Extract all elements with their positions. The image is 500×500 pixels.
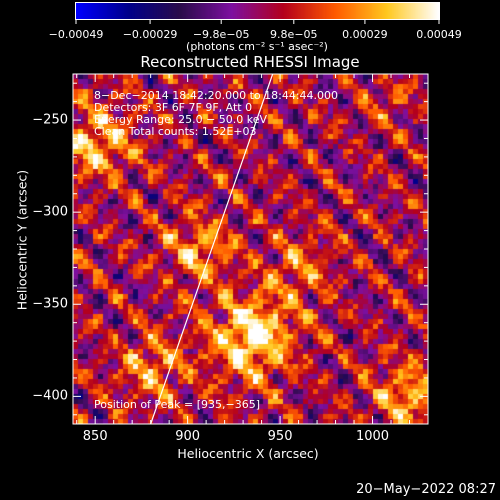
- annotation-time-range: 8−Dec−2014 18:42:20.000 to 18:44:44.000: [94, 89, 339, 102]
- footer-timestamp: 20−May−2022 08:27: [356, 482, 496, 497]
- annotation-energy-range: Energy Range: 25.0 − 50.0 keV: [94, 113, 268, 126]
- x-tick-label: 850: [82, 429, 108, 444]
- annotation-clean-counts: Clean Total counts: 1.52E+03: [94, 125, 257, 138]
- colorbar-tick-label: −0.00049: [48, 28, 104, 41]
- x-axis-label: Heliocentric X (arcsec): [177, 446, 319, 461]
- y-tick-label: −300: [32, 204, 68, 220]
- x-tick-label: 1000: [355, 429, 390, 444]
- colorbar-tick-label: −0.00029: [122, 28, 178, 41]
- colorbar-units: (photons cm⁻² s⁻¹ asec⁻²): [186, 40, 328, 53]
- chart-title: Reconstructed RHESSI Image: [140, 53, 360, 71]
- y-tick-label: −250: [32, 112, 68, 128]
- y-tick-label: −350: [32, 296, 68, 312]
- y-tick-label: −400: [32, 388, 68, 404]
- colorbar-tick-label: −9.8e−05: [192, 28, 250, 41]
- x-axis-ticks: [76, 74, 429, 424]
- annotation-detectors: Detectors: 3F 6F 7F 9F, Att 0: [94, 101, 253, 114]
- y-axis-label: Heliocentric Y (arcsec): [14, 169, 30, 311]
- limb-line: [150, 73, 274, 425]
- colorbar-gradient: [76, 3, 439, 19]
- colorbar-tick-label: 0.00029: [342, 28, 388, 41]
- y-axis-ticks: [73, 82, 428, 416]
- annotation-peak-position: Position of Peak = [935,−365]: [94, 398, 261, 411]
- x-tick-label: 900: [175, 429, 201, 444]
- heatmap-image: [73, 74, 428, 424]
- colorbar-tick-label: 0.00049: [416, 28, 462, 41]
- x-tick-label: 950: [267, 429, 293, 444]
- colorbar-frame: [75, 2, 440, 20]
- colorbar-tick-label: 9.8e−05: [270, 28, 318, 41]
